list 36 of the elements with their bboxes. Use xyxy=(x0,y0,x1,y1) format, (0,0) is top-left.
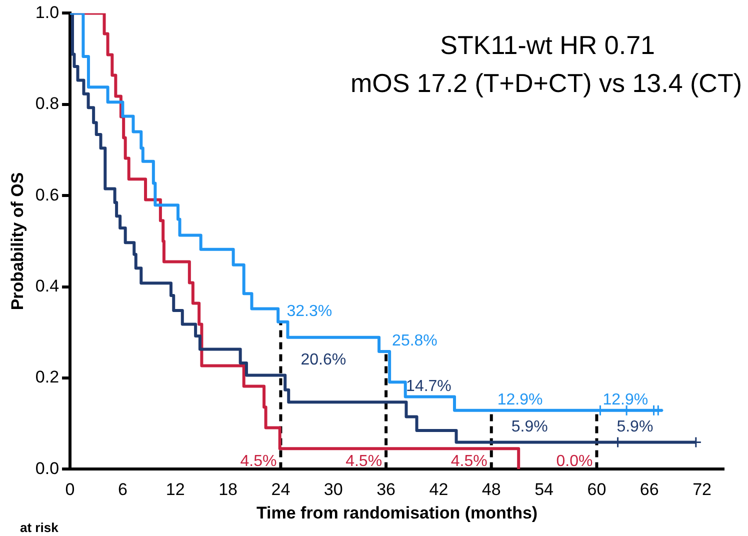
x-tick-label: 18 xyxy=(218,480,238,500)
x-tick-label: 54 xyxy=(534,480,554,500)
x-tick-label: 24 xyxy=(271,480,290,500)
x-axis-title: Time from randomisation (months) xyxy=(256,503,538,522)
y-tick-label: 0.2 xyxy=(35,368,60,387)
x-tick-label: 36 xyxy=(376,480,396,500)
annotation: 32.3% xyxy=(286,302,332,320)
x-tick-label: 66 xyxy=(640,480,659,500)
text: STK11-wt HR 0.71 xyxy=(440,30,655,60)
x-tick-label: 48 xyxy=(482,480,501,500)
y-axis-title: Probability of OS xyxy=(8,172,27,310)
annotation: 14.7% xyxy=(406,378,452,396)
x-tick-label: 6 xyxy=(118,480,128,500)
x-tick-label: 0 xyxy=(65,480,75,500)
y-tick-label: 0.6 xyxy=(35,185,60,204)
annotation: 20.6% xyxy=(300,351,346,368)
x-tick-label: 60 xyxy=(587,480,606,500)
y-tick-label: 1.0 xyxy=(35,2,60,22)
y-tick-label: 0.0 xyxy=(35,458,60,478)
y-tick-label: 0.8 xyxy=(35,94,60,114)
annotation: 0.0% xyxy=(556,453,593,470)
annotation: 12.9% xyxy=(497,391,543,408)
annotation: 12.9% xyxy=(602,391,648,408)
annotation: 4.5% xyxy=(346,453,382,470)
annotation: 5.9% xyxy=(616,418,654,436)
text: at risk xyxy=(20,520,60,535)
annotation: 4.5% xyxy=(240,453,277,470)
x-tick-label: 12 xyxy=(166,480,185,500)
annotation: 25.8% xyxy=(392,332,438,350)
x-tick-label: 72 xyxy=(692,480,712,500)
y-tick-label: 0.4 xyxy=(35,276,60,296)
annotation: 4.5% xyxy=(450,453,488,470)
text: mOS 17.2 (T+D+CT) vs 13.4 (CT) xyxy=(350,68,742,98)
x-tick-label: 30 xyxy=(324,480,343,500)
annotation: 5.9% xyxy=(511,418,548,436)
x-tick-label: 42 xyxy=(429,480,448,500)
